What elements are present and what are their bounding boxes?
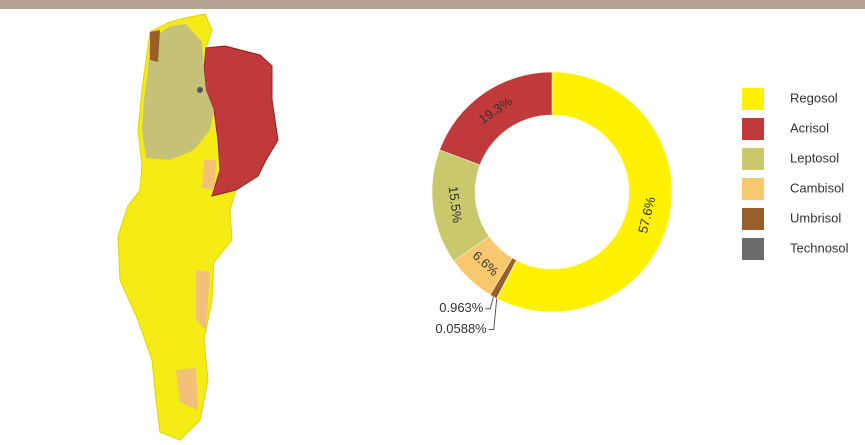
slice-label: 0.0588% [435,321,487,336]
slice-label: 0.963% [439,300,484,315]
legend-swatch [742,118,764,140]
legend: Regosol Acrisol Leptosol Cambisol Umbrisol Te… [742,88,849,260]
chart: 57.6%19.3%15.5%6.6%0.963%0.0588% Regosol… [0,0,865,445]
legend-swatch [742,178,764,200]
legend-label: Acrisol [790,120,829,135]
legend-label: Technosol [790,240,849,255]
legend-label: Cambisol [790,180,844,195]
legend-swatch [742,238,764,260]
legend-label: Leptosol [790,150,839,165]
legend-swatch [742,88,764,110]
page: 57.6%19.3%15.5%6.6%0.963%0.0588% Regosol… [0,0,865,445]
map [118,14,278,440]
top-bar [0,0,865,9]
leader-line [485,297,493,309]
donut: 57.6%19.3%15.5%6.6%0.963%0.0588% [432,72,672,336]
map-technosol [197,87,203,93]
legend-label: Regosol [790,90,838,105]
legend-label: Umbrisol [790,210,841,225]
legend-swatch [742,148,764,170]
leader-line [489,299,497,330]
legend-swatch [742,208,764,230]
